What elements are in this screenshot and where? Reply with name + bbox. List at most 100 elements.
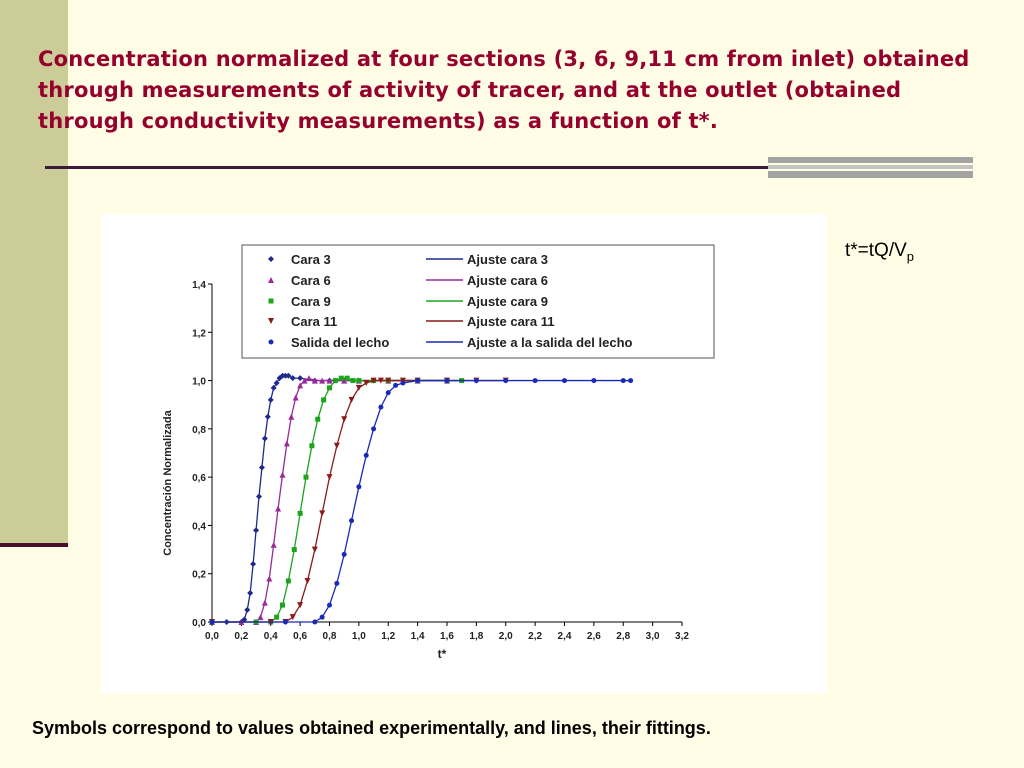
- y-tick-label: 1,2: [192, 328, 206, 339]
- legend-marker-label: Cara 11: [291, 314, 337, 329]
- data-point: [356, 484, 362, 490]
- data-point: [297, 375, 304, 382]
- y-tick-label: 0,8: [192, 425, 206, 436]
- fit-line: [212, 375, 447, 623]
- x-tick-label: 2,8: [616, 631, 630, 642]
- slide-title: Concentration normalized at four section…: [38, 47, 970, 133]
- fit-line: [212, 377, 447, 623]
- data-point: [279, 471, 286, 478]
- data-point: [473, 378, 479, 384]
- data-point: [270, 384, 277, 391]
- data-point: [327, 602, 332, 608]
- data-point: [312, 619, 318, 625]
- data-point: [305, 375, 312, 382]
- data-point: [363, 379, 370, 386]
- legend-marker-label: Cara 6: [291, 273, 331, 288]
- data-point: [288, 413, 295, 420]
- data-point: [266, 575, 273, 582]
- data-point: [326, 377, 333, 384]
- data-point: [280, 602, 285, 608]
- data-point: [209, 619, 215, 625]
- legend-marker: [268, 256, 274, 262]
- series-4: [209, 377, 509, 625]
- formula-main: t*=tQ/V: [845, 240, 907, 261]
- series-5: [209, 378, 634, 625]
- data-point: [385, 377, 392, 384]
- x-tick-label: 1,4: [411, 631, 425, 642]
- chart-panel: 0,0 0,2 0,4 0,6 0,8 1,0 1,2 1,4 1,6 1,8 2,0 2,2 2,4 2…: [101, 214, 827, 693]
- data-point: [244, 606, 251, 613]
- data-point: [297, 382, 304, 389]
- series-1: [209, 372, 450, 625]
- data-point: [400, 380, 406, 386]
- y-tick-label: 0,2: [192, 570, 206, 581]
- data-point: [311, 377, 318, 384]
- data-point: [415, 378, 421, 384]
- legend-marker-label: Cara 9: [291, 294, 331, 309]
- data-point: [319, 614, 325, 620]
- formula-label: t*=tQ/Vp: [845, 240, 914, 264]
- data-point: [289, 375, 296, 382]
- data-point: [283, 440, 290, 447]
- x-tick-label: 0,8: [323, 631, 337, 642]
- x-tick-label: 3,0: [646, 631, 660, 642]
- concentration-chart: 0,0 0,2 0,4 0,6 0,8 1,0 1,2 1,4 1,6 1,8 2,0 2,2 2,4 2…: [162, 244, 715, 661]
- data-point: [363, 452, 369, 458]
- title-divider: [45, 166, 770, 169]
- y-tick-label: 0,6: [192, 473, 206, 484]
- x-tick-label: 0,6: [293, 631, 307, 642]
- legend-line-label: Ajuste cara 3: [467, 252, 548, 267]
- data-point: [350, 378, 356, 384]
- data-point: [291, 547, 297, 553]
- series-2: [209, 375, 450, 625]
- data-point: [270, 541, 277, 548]
- data-point: [311, 546, 318, 553]
- legend-marker-label: Salida del lecho: [291, 335, 389, 350]
- formula-subscript: p: [906, 248, 915, 264]
- legend-marker-label: Cara 3: [291, 252, 331, 267]
- fit-line: [212, 379, 506, 623]
- y-tick-label: 0,0: [192, 618, 206, 629]
- data-point: [282, 619, 288, 625]
- data-point: [349, 518, 355, 524]
- data-point: [348, 396, 355, 403]
- x-tick-label: 1,8: [469, 631, 483, 642]
- data-point: [355, 384, 362, 391]
- x-axis-label: t*: [438, 647, 447, 661]
- data-point: [319, 377, 326, 384]
- data-point: [315, 416, 321, 422]
- legend-marker: [268, 277, 274, 283]
- data-point: [503, 378, 509, 384]
- x-tick-label: 1,6: [440, 631, 454, 642]
- y-tick-label: 1,0: [192, 377, 206, 388]
- slide-caption: Symbols correspond to values obtained ex…: [32, 718, 711, 738]
- x-tick-label: 0,0: [205, 631, 219, 642]
- legend-marker: [268, 339, 274, 345]
- data-point: [253, 527, 260, 534]
- data-point: [275, 505, 282, 512]
- data-point: [297, 510, 303, 516]
- data-point: [309, 443, 315, 449]
- left-decor-underline: [0, 543, 68, 547]
- series-3: [209, 375, 465, 625]
- data-point: [371, 426, 377, 432]
- legend-box: [241, 244, 715, 359]
- x-tick-label: 2,2: [528, 631, 542, 642]
- data-point: [332, 378, 338, 384]
- data-point: [297, 602, 304, 609]
- data-point: [261, 435, 268, 442]
- data-point: [356, 378, 362, 384]
- data-point: [334, 580, 340, 586]
- data-point: [338, 375, 344, 381]
- legend-line-label: Ajuste cara 9: [467, 294, 548, 309]
- data-point: [241, 616, 248, 623]
- y-tick-label: 1,4: [192, 280, 206, 291]
- data-point: [258, 464, 265, 471]
- data-point: [333, 442, 340, 449]
- data-point: [393, 382, 399, 388]
- data-point: [292, 394, 299, 401]
- data-point: [377, 377, 384, 384]
- data-point: [257, 614, 264, 621]
- data-point: [344, 375, 350, 381]
- data-point: [256, 493, 262, 500]
